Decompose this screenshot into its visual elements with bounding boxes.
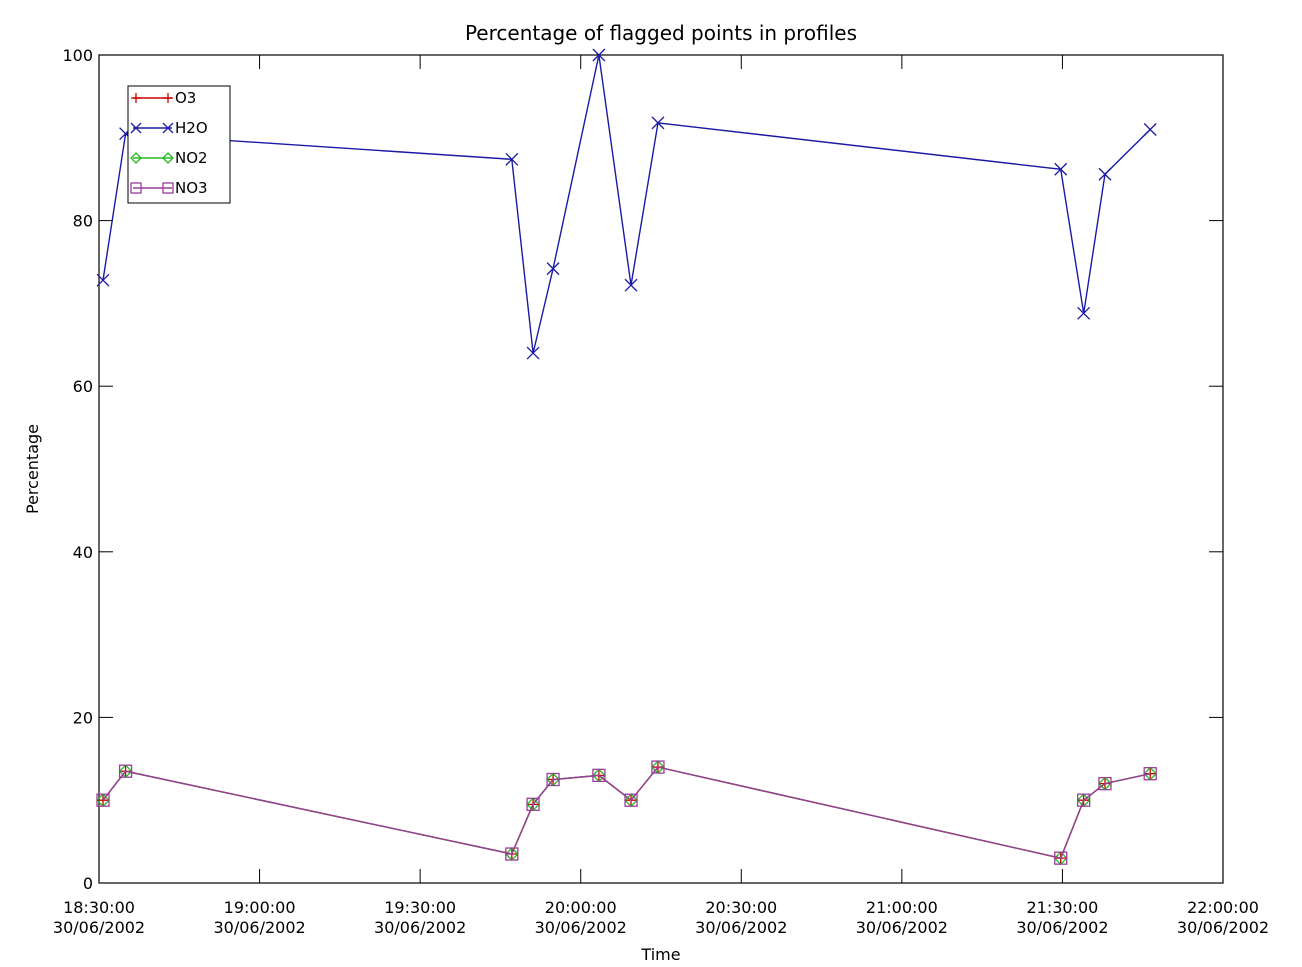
square-marker	[592, 768, 606, 783]
square-marker	[651, 760, 665, 774]
y-tick-label: 80	[73, 212, 93, 231]
legend-box	[127, 85, 231, 204]
x-marker	[96, 273, 110, 287]
y-tick-label: 40	[73, 543, 93, 562]
square-marker	[1143, 767, 1157, 781]
x-axis: 18:30:0030/06/200219:00:0030/06/200219:3…	[53, 55, 1269, 937]
diamond-marker	[130, 152, 142, 164]
y-axis: 0 20 40 60 80 100	[62, 46, 1223, 893]
x-marker	[1077, 306, 1091, 320]
x-tick-label-time: 21:30:00	[1026, 898, 1098, 917]
x-marker	[505, 152, 519, 166]
x-marker	[1054, 162, 1068, 176]
x-marker	[130, 122, 142, 134]
x-marker	[546, 262, 560, 276]
x-tick-label-time: 20:30:00	[705, 898, 777, 917]
y-tick-label: 100	[62, 46, 93, 65]
x-tick-label-date: 30/06/2002	[374, 918, 466, 937]
x-marker	[624, 278, 638, 292]
plus-marker	[131, 93, 141, 103]
x-axis-label: Time	[640, 945, 680, 964]
x-tick-label-date: 30/06/2002	[213, 918, 305, 937]
square-marker	[162, 182, 174, 194]
x-marker	[1143, 123, 1157, 136]
series-line-no3	[102, 766, 1151, 860]
x-tick-label-date: 30/06/2002	[535, 918, 627, 937]
y-tick-label: 0	[83, 874, 93, 893]
x-tick-label-time: 19:00:00	[224, 898, 296, 917]
series-o3	[97, 761, 1157, 865]
x-tick-label-date: 30/06/2002	[1016, 918, 1108, 937]
plus-marker	[1144, 767, 1157, 780]
x-marker	[592, 48, 606, 62]
square-marker	[96, 793, 110, 807]
square-marker	[505, 847, 519, 861]
x-tick-label-date: 30/06/2002	[856, 918, 948, 937]
legend: O3 H2O NO2 NO3	[127, 85, 231, 204]
square-marker	[1054, 851, 1068, 865]
square-marker	[130, 182, 142, 194]
x-tick-label-time: 19:30:00	[384, 898, 456, 917]
x-marker	[162, 122, 174, 134]
x-marker	[1098, 167, 1112, 181]
x-tick-label-time: 22:00:00	[1187, 898, 1259, 917]
diamond-marker	[162, 152, 174, 164]
legend-label-h2o: H2O	[175, 119, 208, 137]
legend-label-no2: NO2	[175, 149, 208, 167]
legend-label-no3: NO3	[175, 179, 208, 197]
plot-frame	[98, 54, 1224, 884]
square-marker	[526, 797, 540, 811]
square-marker	[118, 764, 133, 778]
x-tick-label-date: 30/06/2002	[1177, 918, 1269, 937]
chart-title: Percentage of flagged points in profiles	[465, 21, 857, 45]
square-marker	[1077, 793, 1091, 807]
x-marker	[651, 116, 665, 130]
plus-marker	[163, 93, 173, 103]
square-marker	[546, 772, 560, 787]
y-tick-label: 20	[73, 708, 93, 727]
x-marker	[526, 346, 540, 360]
series-line-h2o	[102, 54, 1151, 354]
legend-label-o3: O3	[175, 89, 196, 107]
x-tick-label-date: 30/06/2002	[695, 918, 787, 937]
series-line-no2	[102, 766, 1151, 860]
series-no3	[96, 760, 1157, 865]
series-no2	[96, 760, 1158, 866]
series-layer	[96, 48, 1158, 866]
y-axis-label: Percentage	[23, 424, 42, 514]
square-marker	[624, 793, 638, 807]
x-tick-label-time: 20:00:00	[545, 898, 617, 917]
y-tick-label: 60	[73, 377, 93, 396]
series-line-o3	[102, 766, 1151, 860]
x-tick-label-time: 18:30:00	[63, 898, 135, 917]
x-tick-label-time: 21:00:00	[866, 898, 938, 917]
series-h2o	[96, 48, 1157, 360]
x-tick-label-date: 30/06/2002	[53, 918, 145, 937]
square-marker	[1098, 776, 1112, 791]
